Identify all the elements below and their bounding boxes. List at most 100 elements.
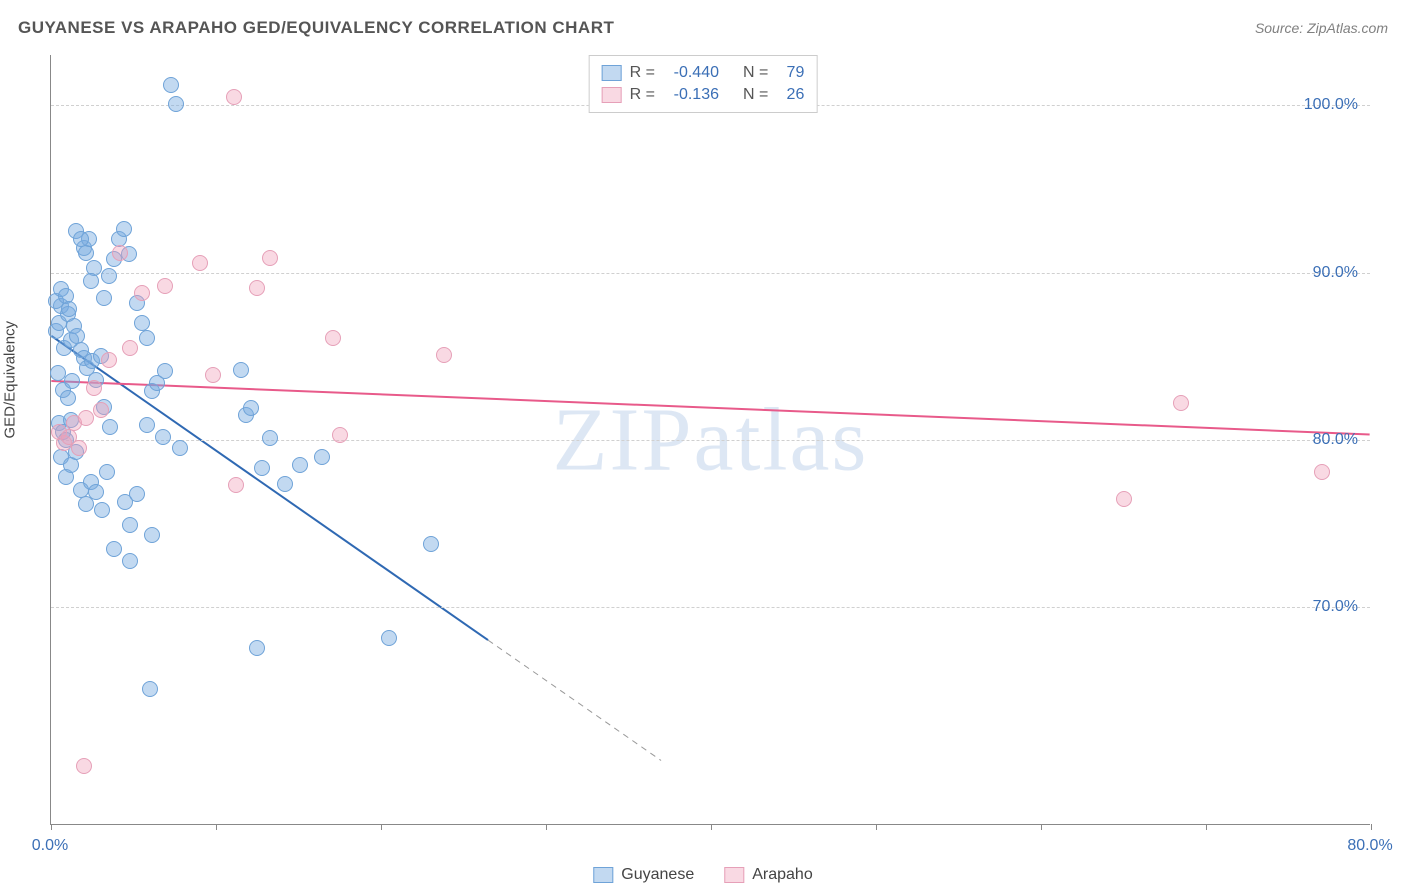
scatter-point-guyanese	[94, 502, 110, 518]
swatch-guyanese-icon	[602, 65, 622, 81]
scatter-point-guyanese	[122, 553, 138, 569]
scatter-point-guyanese	[78, 245, 94, 261]
scatter-point-guyanese	[102, 419, 118, 435]
source-label: Source: ZipAtlas.com	[1255, 20, 1388, 36]
legend-label-arapaho: Arapaho	[752, 866, 813, 884]
scatter-point-arapaho	[1116, 491, 1132, 507]
scatter-point-guyanese	[142, 681, 158, 697]
scatter-point-guyanese	[99, 464, 115, 480]
scatter-point-guyanese	[129, 486, 145, 502]
scatter-point-guyanese	[61, 301, 77, 317]
scatter-point-guyanese	[83, 273, 99, 289]
scatter-point-arapaho	[192, 255, 208, 271]
gridline-h	[51, 273, 1370, 274]
x-tick	[381, 824, 382, 830]
swatch-arapaho-icon	[602, 87, 622, 103]
legend-item-arapaho: Arapaho	[724, 866, 813, 884]
scatter-point-guyanese	[106, 541, 122, 557]
title-bar: GUYANESE VS ARAPAHO GED/EQUIVALENCY CORR…	[18, 18, 1388, 38]
swatch-arapaho-icon	[724, 867, 744, 883]
x-tick	[51, 824, 52, 830]
scatter-point-arapaho	[122, 340, 138, 356]
legend-bottom: Guyanese Arapaho	[593, 866, 812, 884]
scatter-point-arapaho	[436, 347, 452, 363]
scatter-point-arapaho	[93, 402, 109, 418]
scatter-point-guyanese	[423, 536, 439, 552]
gridline-h	[51, 440, 1370, 441]
x-tick	[711, 824, 712, 830]
scatter-point-arapaho	[228, 477, 244, 493]
n-label: N =	[743, 86, 768, 104]
scatter-point-guyanese	[168, 96, 184, 112]
r-label: R =	[630, 86, 655, 104]
scatter-point-guyanese	[101, 268, 117, 284]
scatter-point-guyanese	[116, 221, 132, 237]
x-tick	[546, 824, 547, 830]
scatter-point-guyanese	[249, 640, 265, 656]
n-value-guyanese: 79	[776, 64, 804, 82]
scatter-point-guyanese	[139, 417, 155, 433]
scatter-point-arapaho	[86, 380, 102, 396]
y-tick-label: 80.0%	[1313, 431, 1358, 449]
scatter-point-arapaho	[262, 250, 278, 266]
scatter-point-arapaho	[76, 758, 92, 774]
scatter-point-guyanese	[50, 365, 66, 381]
scatter-point-arapaho	[1314, 464, 1330, 480]
x-tick	[216, 824, 217, 830]
scatter-point-arapaho	[205, 367, 221, 383]
r-value-arapaho: -0.136	[663, 86, 719, 104]
chart-title: GUYANESE VS ARAPAHO GED/EQUIVALENCY CORR…	[18, 18, 614, 38]
x-tick	[1206, 824, 1207, 830]
scatter-point-arapaho	[157, 278, 173, 294]
scatter-point-guyanese	[277, 476, 293, 492]
scatter-point-guyanese	[88, 484, 104, 500]
scatter-point-guyanese	[381, 630, 397, 646]
scatter-point-guyanese	[134, 315, 150, 331]
y-tick-label: 100.0%	[1304, 96, 1358, 114]
scatter-point-arapaho	[78, 410, 94, 426]
r-label: R =	[630, 64, 655, 82]
n-value-arapaho: 26	[776, 86, 804, 104]
legend-row-guyanese: R = -0.440 N = 79	[602, 62, 805, 84]
trend-line	[51, 336, 488, 640]
trend-line	[488, 640, 661, 760]
y-tick-label: 90.0%	[1313, 264, 1358, 282]
scatter-point-guyanese	[96, 290, 112, 306]
scatter-point-guyanese	[254, 460, 270, 476]
scatter-point-guyanese	[157, 363, 173, 379]
scatter-point-guyanese	[122, 517, 138, 533]
scatter-point-guyanese	[262, 430, 278, 446]
gridline-h	[51, 607, 1370, 608]
scatter-point-guyanese	[144, 527, 160, 543]
scatter-point-guyanese	[233, 362, 249, 378]
scatter-point-guyanese	[139, 330, 155, 346]
swatch-guyanese-icon	[593, 867, 613, 883]
scatter-point-arapaho	[226, 89, 242, 105]
x-tick	[876, 824, 877, 830]
r-value-guyanese: -0.440	[663, 64, 719, 82]
legend-row-arapaho: R = -0.136 N = 26	[602, 84, 805, 106]
x-tick-label: 0.0%	[32, 837, 68, 855]
scatter-point-arapaho	[71, 440, 87, 456]
x-tick	[1041, 824, 1042, 830]
n-label: N =	[743, 64, 768, 82]
legend-label-guyanese: Guyanese	[621, 866, 694, 884]
y-tick-label: 70.0%	[1313, 598, 1358, 616]
x-tick-label: 80.0%	[1347, 837, 1392, 855]
x-tick	[1371, 824, 1372, 830]
y-axis-label: GED/Equivalency	[2, 321, 19, 439]
scatter-point-guyanese	[314, 449, 330, 465]
legend-item-guyanese: Guyanese	[593, 866, 694, 884]
legend-correlation-box: R = -0.440 N = 79 R = -0.136 N = 26	[589, 55, 818, 113]
scatter-point-arapaho	[134, 285, 150, 301]
scatter-point-guyanese	[243, 400, 259, 416]
scatter-point-guyanese	[172, 440, 188, 456]
scatter-point-arapaho	[101, 352, 117, 368]
scatter-point-arapaho	[332, 427, 348, 443]
scatter-point-arapaho	[249, 280, 265, 296]
scatter-point-guyanese	[163, 77, 179, 93]
scatter-point-guyanese	[292, 457, 308, 473]
plot-area: ZIPatlas 70.0%80.0%90.0%100.0%	[50, 55, 1370, 825]
scatter-point-arapaho	[325, 330, 341, 346]
scatter-point-arapaho	[1173, 395, 1189, 411]
